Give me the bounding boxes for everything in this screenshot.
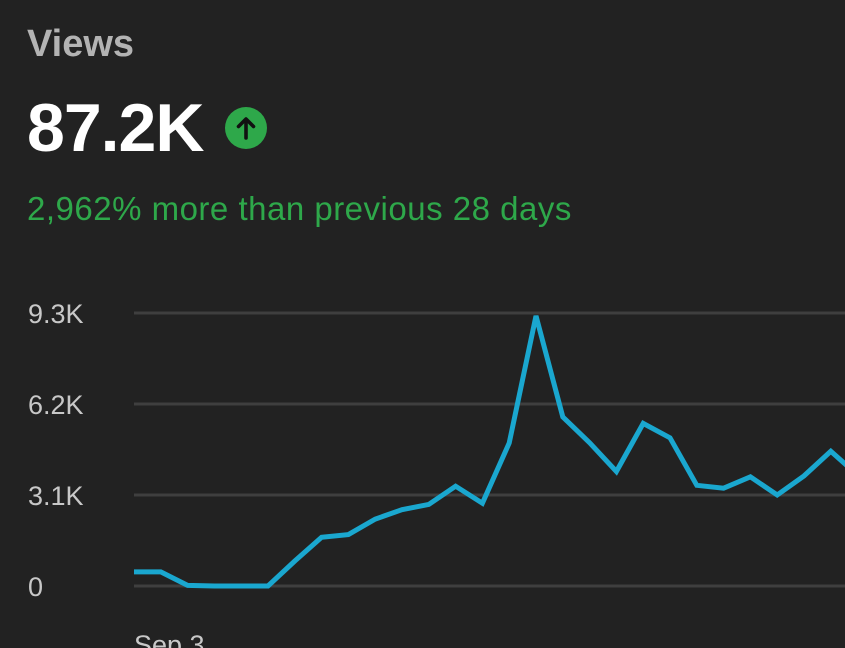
metric-title: Views — [27, 23, 135, 65]
y-tick-label: 0 — [28, 572, 43, 602]
y-tick-label: 9.3K — [28, 299, 84, 329]
change-summary: 2,962% more than previous 28 days — [27, 190, 572, 227]
metric-value: 87.2K — [27, 90, 204, 166]
metric-value-row: 87.2K — [27, 90, 268, 166]
series-line — [134, 315, 845, 589]
y-tick-label: 3.1K — [28, 481, 84, 511]
arrow-up-circle-icon — [225, 107, 268, 149]
x-tick-label: Sep 3 — [134, 630, 205, 648]
y-tick-label: 6.2K — [28, 390, 84, 420]
